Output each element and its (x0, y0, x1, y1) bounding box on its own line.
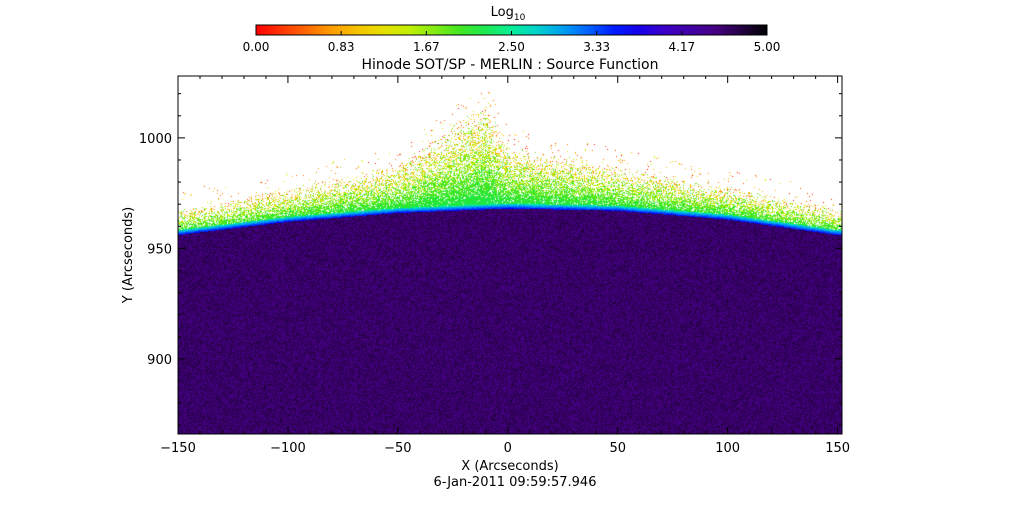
colorbar-tick-label: 3.33 (583, 40, 610, 54)
y-tick-label: 900 (147, 353, 172, 368)
x-tick-label: 100 (715, 441, 740, 456)
colorbar-ticks: 0.00 0.83 1.67 2.50 3.33 4.17 5.00 (243, 31, 781, 54)
colorbar-tick-label: 0.83 (328, 40, 355, 54)
colorbar-tick-label: 4.17 (668, 40, 695, 54)
x-tick-label: 150 (825, 441, 850, 456)
x-axis-label: X (Arcseconds) (461, 459, 558, 474)
y-tick-label: 950 (147, 242, 172, 257)
chart-title: Hinode SOT/SP - MERLIN : Source Function (361, 57, 658, 73)
colorbar-tick-label: 2.50 (498, 40, 525, 54)
colorbar-tick-label: 1.67 (413, 40, 440, 54)
x-tick-label: −150 (160, 441, 196, 456)
colorbar-label: Log10 (491, 5, 526, 23)
colorbar: Log10 0.00 0.83 1.67 2.50 3.33 4.17 5.00 (243, 5, 781, 54)
plot-area: −150 −100 −50 0 50 100 150 900 950 1000 (139, 75, 850, 456)
plot-frame (177, 75, 843, 435)
x-tick-label: −100 (270, 441, 306, 456)
y-axis-label: Y (Arcseconds) (121, 207, 136, 304)
x-axis-ticks: −150 −100 −50 0 50 100 150 (160, 76, 850, 456)
colorbar-tick-label: 0.00 (243, 40, 270, 54)
y-tick-label: 1000 (139, 132, 172, 147)
timestamp: 6-Jan-2011 09:59:57.946 (434, 475, 597, 490)
heatmap-image (178, 76, 842, 434)
y-axis-ticks: 900 950 1000 (139, 93, 842, 426)
x-tick-label: 50 (609, 441, 626, 456)
colorbar-tick-label: 5.00 (754, 40, 781, 54)
x-tick-label: 0 (504, 441, 512, 456)
x-tick-label: −50 (384, 441, 411, 456)
